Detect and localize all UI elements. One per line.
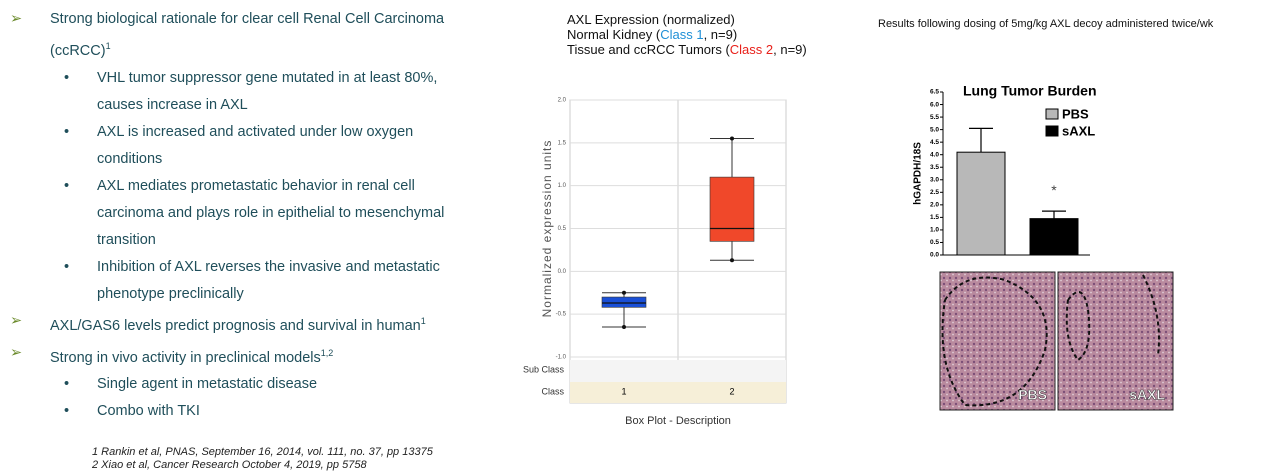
category-label: 2	[729, 386, 734, 396]
y-tick-label: 5.5	[930, 114, 939, 121]
annotation: *	[1051, 182, 1057, 198]
whisker-dot	[730, 258, 734, 262]
y-tick-label: 1.0	[558, 183, 567, 189]
y-tick-label: 4.5	[930, 139, 939, 146]
y-tick-label: 1.5	[930, 214, 939, 221]
y-tick-label: 2.0	[558, 98, 567, 104]
y-tick-label: 1.0	[930, 227, 939, 234]
image-label: sAXL	[1129, 387, 1165, 403]
y-tick-label: 2.5	[930, 189, 939, 196]
legend-swatch	[1046, 126, 1058, 136]
bar	[1030, 219, 1078, 255]
caption: Box Plot - Description	[625, 415, 731, 427]
box	[710, 177, 754, 241]
legend-label: sAXL	[1062, 123, 1095, 138]
y-tick-label: 0.0	[930, 252, 939, 259]
box	[602, 297, 646, 307]
whisker-dot	[622, 325, 626, 329]
class-row	[570, 382, 786, 403]
y-axis-label: hGAPDH/18S	[913, 142, 924, 205]
row-label: Sub Class	[523, 364, 565, 374]
y-tick-label: 3.5	[930, 164, 939, 171]
y-tick-label: -0.5	[556, 312, 567, 318]
y-tick-label: 0.5	[930, 239, 939, 246]
charts: -1.0 -0.5 0.0 0.5 1.0 1.5 2.0 Normalized expres…	[0, 0, 1267, 473]
legend-label: PBS	[1062, 106, 1089, 121]
y-tick-label: 3.0	[930, 176, 939, 183]
y-tick-label: 0.0	[558, 269, 567, 275]
y-tick-label: -1.0	[556, 355, 567, 361]
category-label: 1	[621, 386, 626, 396]
y-tick-label: 0.5	[558, 226, 567, 232]
y-tick-label: 5.0	[930, 126, 939, 133]
slide: Strong biological rationale for clear ce…	[0, 0, 1267, 473]
bar	[957, 152, 1005, 255]
row-label: Class	[541, 386, 564, 396]
y-tick-label: 1.5	[558, 140, 567, 146]
chart-title: Lung Tumor Burden	[963, 83, 1097, 99]
subclass-row	[570, 360, 786, 382]
y-tick-label: 4.0	[930, 151, 939, 158]
y-tick-label: 6.5	[930, 89, 939, 96]
y-axis-label: Normalized expression units	[540, 140, 554, 318]
image-label: PBS	[1018, 387, 1047, 403]
whisker-dot	[622, 291, 626, 295]
y-tick-label: 2.0	[930, 202, 939, 209]
legend-swatch	[1046, 109, 1058, 119]
whisker-dot	[730, 137, 734, 141]
y-tick-label: 6.0	[930, 101, 939, 108]
